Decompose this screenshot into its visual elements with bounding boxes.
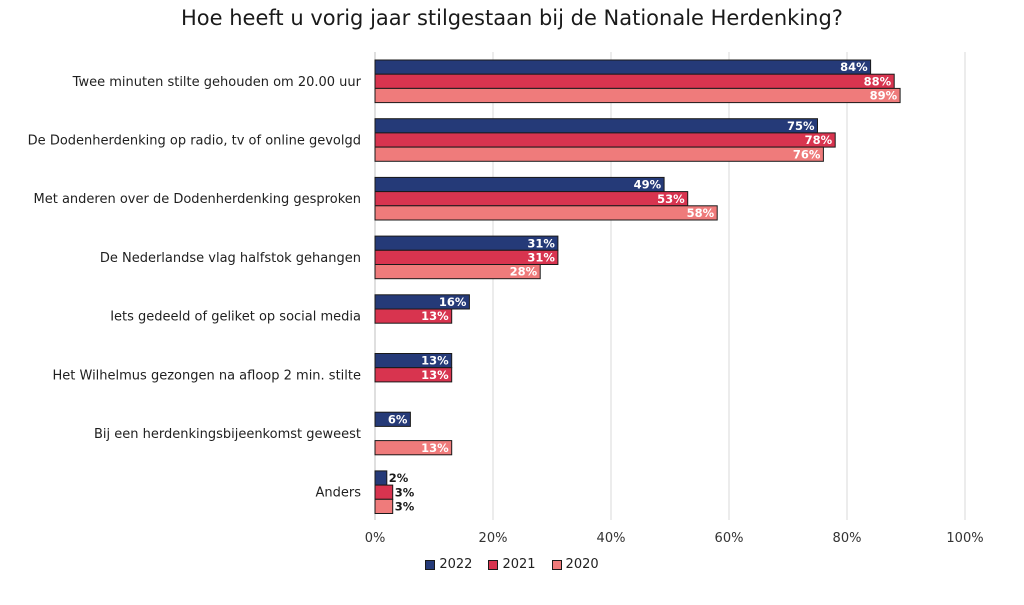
bar-2020 [374,440,453,456]
legend-swatch [425,559,436,570]
bar-value-label: 53% [657,192,685,206]
category-label: Twee minuten stilte gehouden om 20.00 uu… [72,75,362,90]
bar-value-label: 16% [439,295,467,309]
category-label: Het Wilhelmus gezongen na afloop 2 min. … [53,368,362,383]
bar-2020 [374,146,824,162]
x-tick-label: 40% [597,531,626,546]
category-label: De Dodenherdenking op radio, tv of onlin… [28,134,361,149]
legend-label: 2020 [565,557,599,572]
bar-2021 [374,191,689,207]
bar-2021 [374,132,836,148]
category-label: Bij een herdenkingsbijeenkomst geweest [94,427,361,442]
legend: 2022 2021 2020 [0,557,1024,572]
legend-item-2021: 2021 [488,557,536,572]
bar-value-label: 88% [864,74,892,88]
bar-value-label: 58% [687,206,715,220]
bar-value-label: 6% [388,412,408,426]
bar-value-label: 84% [840,60,868,74]
x-tick-label: 100% [946,531,983,546]
bar-value-label: 75% [787,119,815,133]
bar-2021 [374,367,453,383]
x-tick-label: 0% [365,531,386,546]
bar-value-label: 13% [421,309,449,323]
bar-2020 [374,264,541,280]
bar-value-label: 76% [793,147,821,161]
bar-2020 [374,205,718,221]
bar-value-label: 49% [634,178,662,192]
x-tick-label: 80% [833,531,862,546]
bar-value-label: 78% [805,133,833,147]
bar-value-label: 13% [421,354,449,368]
category-label: De Nederlandse vlag halfstok gehangen [100,251,361,266]
bar-value-label: 2% [389,471,409,485]
legend-label: 2022 [439,557,473,572]
bar-value-label: 3% [395,485,415,499]
category-label: Anders [316,486,362,501]
bar-2021 [374,308,453,324]
bar-2022 [374,118,818,134]
legend-label: 2021 [502,557,536,572]
category-label: Met anderen over de Dodenherdenking gesp… [34,192,361,207]
legend-item-2022: 2022 [425,557,472,572]
bar-value-label: 28% [510,265,538,279]
bar-2022 [374,470,388,486]
bar-2020 [374,87,901,104]
bar-2022 [374,176,665,193]
bar-2021 [374,73,895,89]
legend-swatch [551,559,562,570]
legend-swatch [488,559,499,570]
bar-value-label: 31% [527,251,555,265]
bar-2022 [374,59,872,75]
chart-title: Hoe heeft u vorig jaar stilgestaan bij d… [181,6,843,30]
bar-2020 [374,498,394,514]
bar-value-label: 31% [527,236,555,250]
bar-value-label: 3% [395,500,415,514]
bar-value-label: 13% [421,368,449,382]
bar-2021 [374,484,394,500]
category-label: Iets gedeeld of geliket op social media [110,310,361,325]
x-tick-label: 20% [479,531,508,546]
legend-item-2020: 2020 [551,557,599,572]
x-tick-label: 60% [715,531,744,546]
bar-value-label: 89% [870,89,898,103]
bar-2022 [374,411,411,427]
bar-value-label: 13% [421,441,449,455]
